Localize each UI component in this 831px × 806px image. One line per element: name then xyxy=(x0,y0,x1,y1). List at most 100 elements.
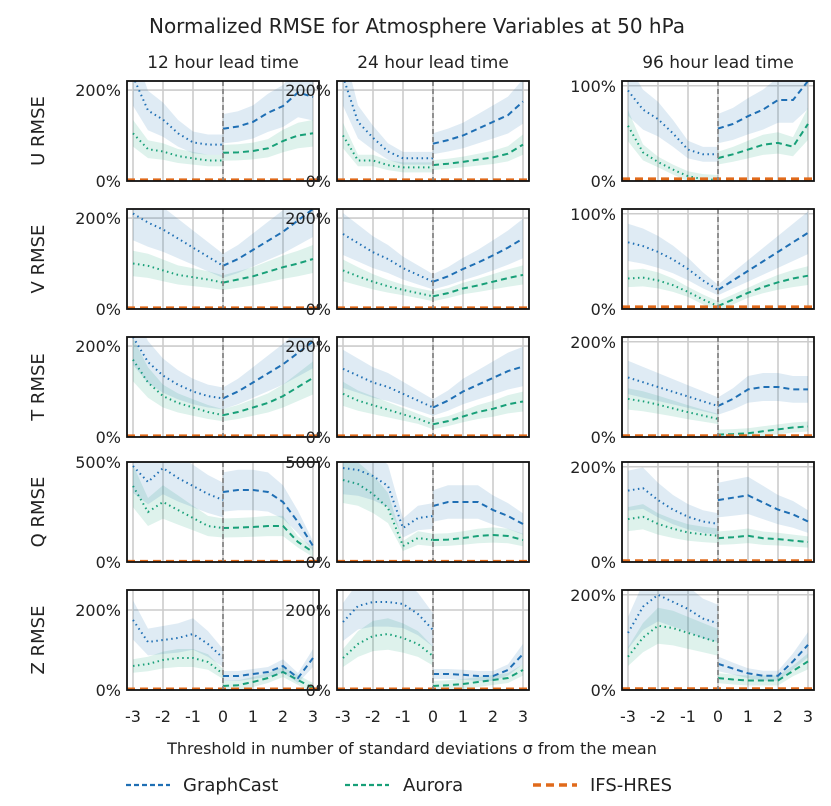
panel-plot-area xyxy=(622,462,814,562)
graphcast-above-band xyxy=(718,211,808,296)
panel-frame xyxy=(336,461,530,563)
x-tick-label: -3 xyxy=(335,707,351,726)
aurora-below-line xyxy=(132,657,224,675)
aurora-below-band xyxy=(343,381,433,430)
aurora-below-line xyxy=(627,125,719,181)
graphcast-below-band xyxy=(628,360,718,415)
graphcast-below-band xyxy=(343,590,433,647)
aurora-above-band xyxy=(433,391,523,430)
panel-frame xyxy=(621,336,815,438)
graphcast-below-line xyxy=(342,467,434,530)
column-title-24h: 24 hour lead time xyxy=(357,53,509,73)
aurora-below-line xyxy=(132,359,224,417)
panel-frame xyxy=(621,589,815,691)
aurora-above-line xyxy=(717,123,809,160)
panel-plot-area xyxy=(622,337,814,437)
y-tick-label: 0% xyxy=(306,300,331,319)
panel-4-1: 0% 200% xyxy=(285,589,530,700)
graphcast-above-band xyxy=(718,81,808,144)
aurora-above-band xyxy=(223,361,313,422)
graphcast-below-line xyxy=(627,376,719,407)
aurora-below-band xyxy=(133,250,223,290)
panel-3-1: 0% 500% xyxy=(285,453,530,572)
panel-frame xyxy=(126,336,320,438)
panel-frame xyxy=(621,208,815,310)
aurora-below-band xyxy=(343,122,433,173)
aurora-above-band xyxy=(718,653,808,686)
panel-frame xyxy=(336,336,530,438)
graphcast-below-line xyxy=(133,81,223,146)
graphcast-above-line xyxy=(717,644,809,677)
aurora-above-band xyxy=(433,265,523,302)
aurora-above-line xyxy=(222,258,314,284)
chart-title: Normalized RMSE for Atmosphere Variables… xyxy=(149,14,685,38)
aurora-above-band xyxy=(718,107,808,165)
graphcast-above-line xyxy=(222,489,314,547)
legend-aurora-label: Aurora xyxy=(403,775,463,796)
y-tick-label: 200% xyxy=(570,458,616,477)
aurora-above-line xyxy=(432,669,524,687)
y-tick-label: 0% xyxy=(306,172,331,191)
aurora-below-band xyxy=(343,462,433,551)
y-tick-label: 0% xyxy=(306,681,331,700)
x-tick-label: 3 xyxy=(518,707,528,726)
panel-2-0: 0% 200% xyxy=(75,336,320,447)
aurora-above-line xyxy=(222,132,314,154)
aurora-below-band xyxy=(628,388,718,424)
x-tick-label: -1 xyxy=(395,707,411,726)
graphcast-above-band xyxy=(433,81,523,155)
x-tick-label: -1 xyxy=(680,707,696,726)
graphcast-below-line xyxy=(132,465,224,501)
panel-2-1: 0% 200% xyxy=(285,336,530,447)
y-tick-label: 0% xyxy=(96,553,121,572)
y-tick-label: 200% xyxy=(75,601,121,620)
panel-plot-area xyxy=(337,209,529,309)
row-label-t: T RMSE xyxy=(28,353,49,422)
x-tick-label: 0 xyxy=(428,707,438,726)
x-tick-labels: -3 -2 -1 0 1 2 3 -3 -2 -1 0 1 2 3 -3 -2 -1 0 1 2 3 xyxy=(125,707,813,726)
graphcast-above-band xyxy=(433,485,523,535)
aurora-below-line xyxy=(132,485,224,529)
row-label-z: Z RMSE xyxy=(28,606,49,675)
aurora-above-line xyxy=(432,400,524,426)
aurora-above-band xyxy=(223,515,313,557)
y-tick-label: 200% xyxy=(285,209,331,228)
graphcast-above-line xyxy=(717,81,809,130)
graphcast-above-line xyxy=(717,231,809,291)
aurora-below-band xyxy=(343,618,433,667)
x-tick-label: 2 xyxy=(488,707,498,726)
y-tick-label: 0% xyxy=(591,300,616,319)
graphcast-below-band xyxy=(628,223,718,296)
graphcast-above-line xyxy=(432,365,524,409)
aurora-below-band xyxy=(628,268,718,309)
graphcast-above-line xyxy=(222,209,314,267)
y-tick-label: 100% xyxy=(570,77,616,96)
y-tick-label: 200% xyxy=(75,81,121,100)
y-tick-label: 500% xyxy=(75,453,121,472)
panel-frame xyxy=(336,208,530,310)
y-tick-label: 200% xyxy=(285,337,331,356)
aurora-above-line xyxy=(717,425,809,436)
panel-plot-area xyxy=(127,337,319,437)
y-tick-label: 0% xyxy=(306,553,331,572)
legend-graphcast-label: GraphCast xyxy=(183,775,278,796)
graphcast-below-line xyxy=(627,593,719,634)
panel-plot-area xyxy=(127,209,319,309)
row-label-u: U RMSE xyxy=(28,96,49,166)
x-tick-label: -2 xyxy=(155,707,171,726)
graphcast-above-band xyxy=(433,346,523,416)
y-tick-label: 0% xyxy=(306,428,331,447)
panel-2-2: 0% 200% xyxy=(570,333,815,447)
graphcast-below-line xyxy=(627,241,719,291)
aurora-above-line xyxy=(432,143,524,167)
aurora-above-line xyxy=(717,660,809,682)
y-tick-label: 0% xyxy=(96,681,121,700)
graphcast-below-band xyxy=(133,462,223,518)
panel-1-2: 0% 100% xyxy=(570,205,815,319)
y-tick-label: 0% xyxy=(591,428,616,447)
aurora-below-line xyxy=(342,632,434,659)
x-tick-label: 0 xyxy=(713,707,723,726)
graphcast-above-line xyxy=(432,237,524,283)
aurora-above-line xyxy=(717,534,809,543)
legend-ifs-hres-label: IFS-HRES xyxy=(590,775,672,796)
